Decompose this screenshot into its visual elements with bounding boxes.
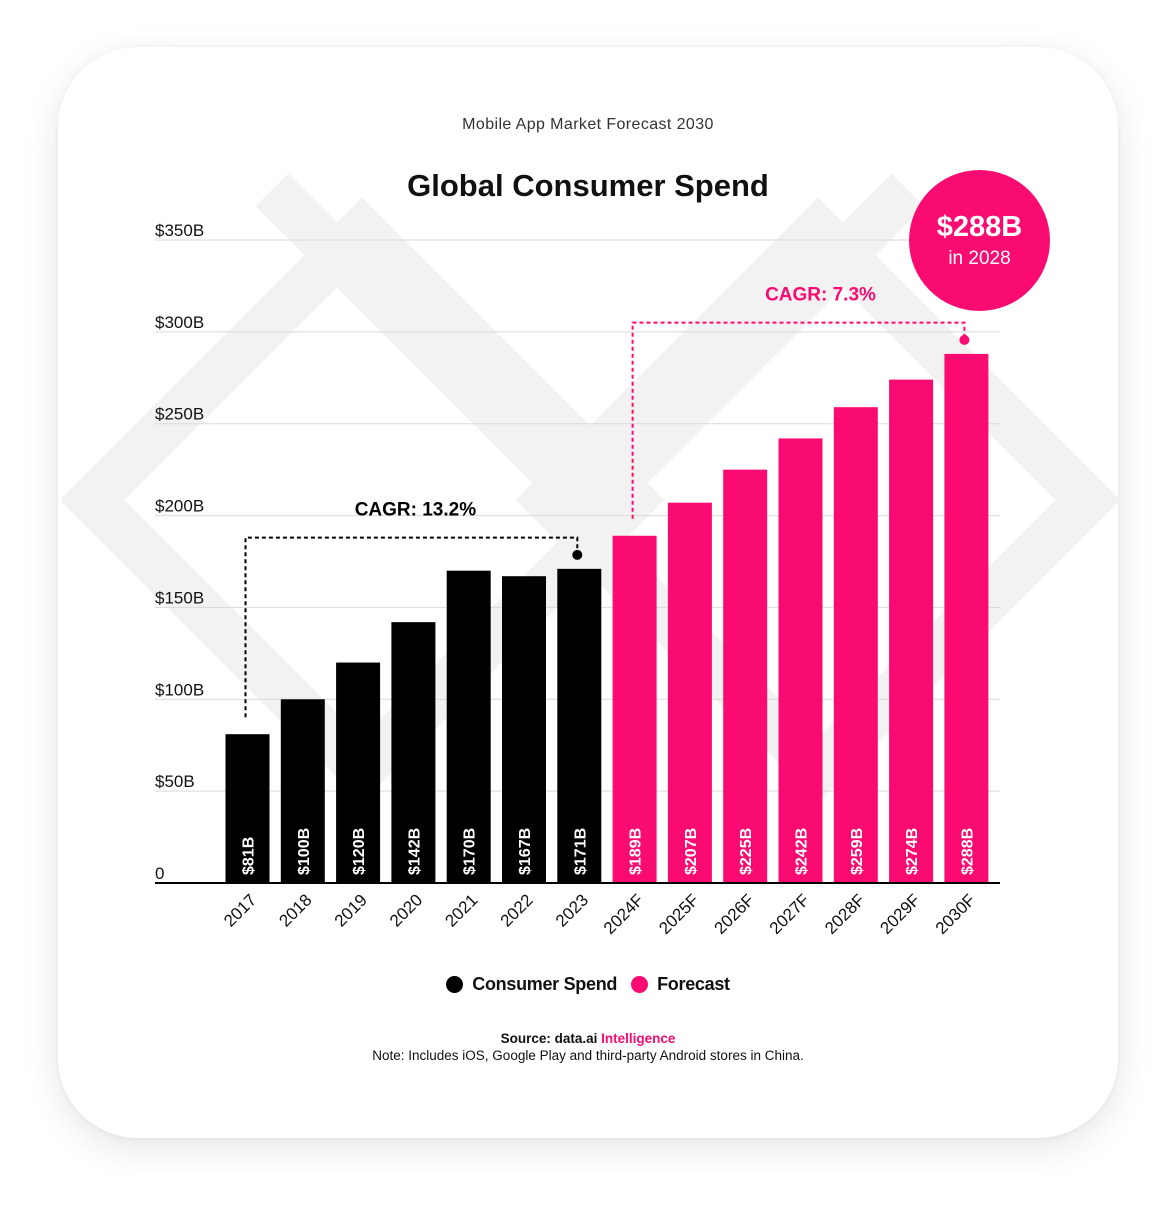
x-tick-label: 2020 bbox=[386, 890, 426, 930]
chart-legend: Consumer Spend Forecast bbox=[0, 974, 1176, 995]
x-axis: 2017 2018 2019 2020 2021 2022 2023 2024F 2025F 20… bbox=[220, 890, 979, 938]
callout-value: $288B bbox=[936, 210, 1023, 243]
bar bbox=[944, 353, 989, 884]
x-tick-label: 2029F bbox=[876, 890, 924, 938]
y-tick-label: $250B bbox=[155, 405, 204, 424]
y-tick-label: $50B bbox=[155, 772, 195, 791]
highlight-callout: $288B in 2028 bbox=[909, 170, 1050, 311]
bar-value-label: $274B bbox=[904, 828, 921, 875]
x-tick-label: 2022 bbox=[497, 890, 537, 930]
bar bbox=[225, 734, 270, 883]
x-tick-label: 2030F bbox=[932, 890, 980, 938]
bar bbox=[833, 407, 878, 883]
x-tick-label: 2024F bbox=[600, 890, 648, 938]
legend-label-forecast: Forecast bbox=[657, 974, 730, 994]
x-tick-label: 2026F bbox=[711, 890, 759, 938]
x-tick-label: 2019 bbox=[331, 890, 371, 930]
callout-year: in 2028 bbox=[948, 247, 1011, 269]
legend-swatch-forecast bbox=[631, 976, 649, 993]
cagr-label: CAGR: 13.2% bbox=[355, 500, 477, 521]
bar bbox=[723, 469, 768, 883]
bar-value-label: $207B bbox=[683, 828, 700, 875]
y-tick-label: $150B bbox=[155, 588, 204, 607]
x-tick-label: 2028F bbox=[821, 890, 869, 938]
cagr-endpoint-dot bbox=[572, 549, 583, 560]
cagr-label: CAGR: 7.3% bbox=[765, 285, 876, 306]
bar-value-label: $81B bbox=[241, 837, 258, 875]
bar-value-label: $167B bbox=[517, 828, 534, 875]
source-highlight: Intelligence bbox=[601, 1031, 676, 1046]
bar-value-label: $189B bbox=[628, 828, 645, 875]
bar bbox=[778, 438, 823, 883]
bar-value-label: $225B bbox=[738, 828, 755, 875]
bar bbox=[667, 502, 712, 883]
bar-value-label: $170B bbox=[462, 828, 479, 875]
chart-subtitle: Mobile App Market Forecast 2030 bbox=[462, 116, 714, 133]
bar-value-label: $142B bbox=[406, 828, 423, 875]
bar bbox=[612, 535, 657, 883]
source-note: Note: Includes iOS, Google Play and thir… bbox=[372, 1048, 804, 1063]
bar-value-label: $100B bbox=[296, 828, 313, 875]
bar bbox=[280, 699, 325, 883]
legend-label-consumer-spend: Consumer Spend bbox=[472, 974, 618, 994]
source-line: Source: data.ai Intelligence bbox=[0, 1030, 1176, 1047]
legend-item-forecast: Forecast bbox=[631, 974, 730, 995]
bar bbox=[391, 622, 436, 883]
legend-item-consumer-spend: Consumer Spend bbox=[446, 974, 617, 995]
y-axis: 0 $50B $100B $150B $200B $250B $300B $350B bbox=[155, 221, 204, 883]
source-label: Source: data.ai bbox=[500, 1031, 598, 1046]
x-tick-label: 2027F bbox=[766, 890, 814, 938]
bar bbox=[889, 379, 934, 883]
bar bbox=[502, 576, 546, 883]
y-tick-label: $100B bbox=[155, 680, 204, 699]
bar-value-label: $120B bbox=[351, 828, 368, 875]
x-tick-label: 2017 bbox=[220, 890, 260, 930]
y-tick-label: 0 bbox=[155, 864, 164, 883]
cagr-bracket bbox=[631, 321, 966, 519]
annotations: CAGR: 13.2% CAGR: 7.3% bbox=[244, 285, 970, 718]
cagr-bracket bbox=[244, 536, 579, 718]
y-tick-label: $300B bbox=[155, 313, 204, 332]
cagr-endpoint-dot bbox=[959, 334, 970, 345]
x-tick-label: 2025F bbox=[655, 890, 703, 938]
x-tick-label: 2023 bbox=[552, 890, 592, 930]
bar bbox=[557, 568, 602, 883]
legend-swatch-consumer-spend bbox=[446, 976, 464, 993]
bars: $81B $100B $120B $142B $170B $167B $171B $189B $… bbox=[225, 353, 989, 884]
x-tick-label: 2021 bbox=[441, 890, 481, 930]
bar bbox=[446, 570, 491, 883]
y-tick-label: $200B bbox=[155, 497, 204, 516]
bar-value-label: $259B bbox=[849, 828, 866, 875]
source-block: Source: data.ai Intelligence Note: Inclu… bbox=[0, 1030, 1176, 1064]
bar-value-label: $242B bbox=[794, 828, 811, 875]
bar-value-label: $171B bbox=[572, 828, 589, 875]
chart-title: Global Consumer Spend bbox=[407, 168, 769, 203]
bar-value-label: $288B bbox=[959, 828, 976, 875]
x-tick-label: 2018 bbox=[275, 890, 315, 930]
bar bbox=[336, 662, 381, 883]
y-tick-label: $350B bbox=[155, 221, 204, 240]
